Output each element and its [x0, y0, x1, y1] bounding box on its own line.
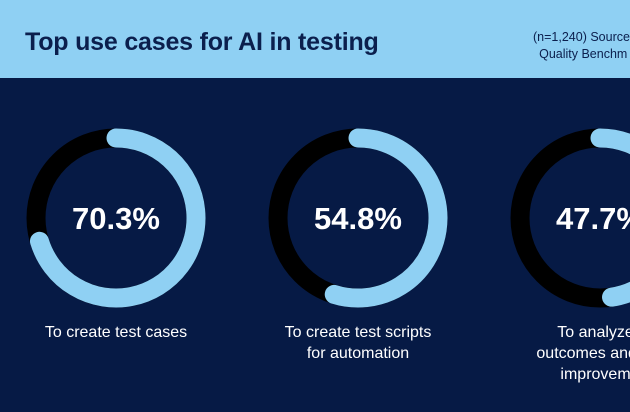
chart-area: 70.3% 54.8% 47.7% To create test cases To c…: [0, 78, 630, 412]
category-label-line: To create test cases: [44, 324, 188, 341]
source-line-2: Quality Benchm: [539, 47, 628, 61]
header-banner: Top use cases for AI in testing (n=1,240…: [0, 0, 630, 78]
category-label-line: for automation: [306, 345, 410, 362]
category-label-line: outcomes and rec: [536, 345, 630, 362]
donut-3: 47.7%: [510, 128, 630, 308]
category-label-line: To create test scripts: [284, 324, 432, 341]
donut-charts: 70.3% 54.8% 47.7%: [26, 128, 630, 308]
donut-value-arc: [29, 128, 206, 308]
donut-2: 54.8%: [268, 128, 448, 308]
category-label: To analyze t outcomes and rec improveme: [490, 322, 630, 385]
category-label-line: improveme: [560, 366, 630, 383]
category-label: To create test scripts for automation: [248, 322, 468, 364]
donut-1: 70.3%: [26, 128, 206, 308]
category-label: To create test cases: [6, 322, 226, 343]
source-note: (n=1,240) Source: Quality Benchm: [533, 29, 630, 63]
donut-value-label: 47.7%: [556, 201, 630, 236]
donut-value-arc: [324, 128, 448, 308]
page-title: Top use cases for AI in testing: [25, 28, 379, 56]
donut-value-label: 54.8%: [314, 201, 402, 236]
category-label-line: To analyze t: [557, 324, 630, 341]
source-line-1: (n=1,240) Source:: [533, 30, 630, 44]
donut-value-label: 70.3%: [72, 201, 160, 236]
